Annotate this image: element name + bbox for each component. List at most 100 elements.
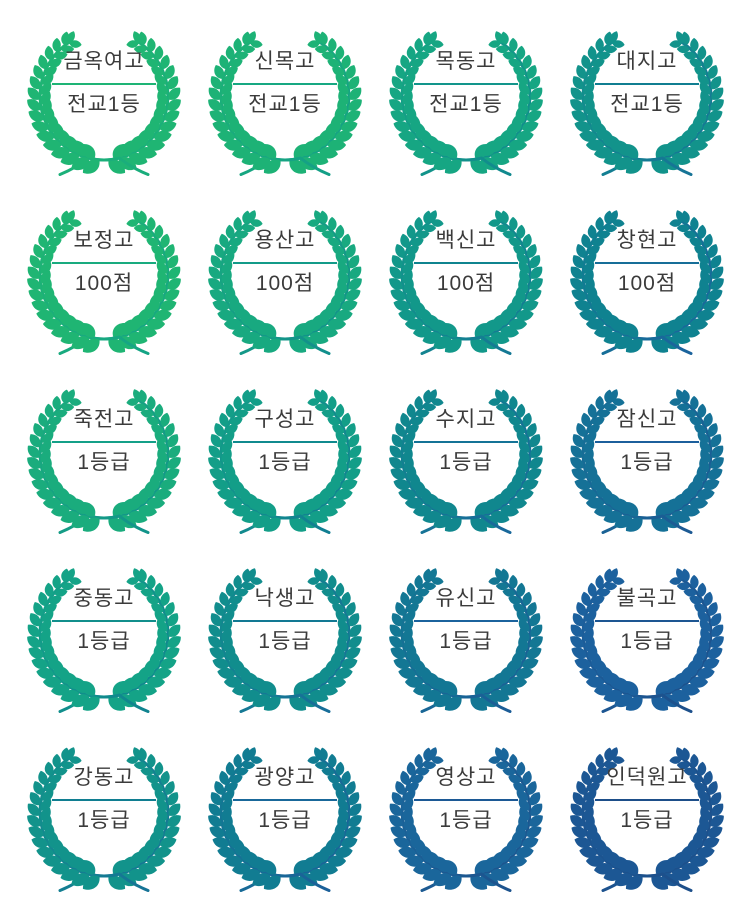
school-name: 인덕원고: [606, 766, 688, 789]
divider-line: [233, 441, 337, 443]
school-name: 신목고: [254, 50, 316, 73]
award-label: 1등급: [77, 809, 131, 832]
award-label: 1등급: [439, 809, 493, 832]
award-label: 1등급: [620, 809, 674, 832]
laurel-wreath-icon: [27, 210, 181, 355]
award-label: 1등급: [258, 630, 312, 653]
divider-line: [595, 441, 699, 443]
divider-line: [233, 262, 337, 264]
divider-line: [233, 620, 337, 622]
school-name: 낙생고: [254, 587, 316, 610]
badge-text: 대지고 전교1등: [561, 49, 733, 118]
award-label: 전교1등: [248, 93, 322, 116]
badge-text: 용산고 100점: [199, 228, 371, 297]
badge-text: 구성고 1등급: [199, 407, 371, 476]
award-badge: 대지고 전교1등: [561, 12, 733, 182]
school-name: 창현고: [616, 229, 678, 252]
divider-line: [414, 262, 518, 264]
school-name: 강동고: [73, 766, 135, 789]
award-label: 1등급: [77, 451, 131, 474]
laurel-wreath-icon: [389, 389, 543, 534]
award-badge: 강동고 1등급: [18, 728, 190, 898]
award-label: 100점: [436, 272, 496, 295]
divider-line: [414, 83, 518, 85]
divider-line: [595, 620, 699, 622]
badge-text: 영상고 1등급: [380, 765, 552, 834]
badge-text: 유신고 1등급: [380, 586, 552, 655]
badge-text: 보정고 100점: [18, 228, 190, 297]
award-badge: 유신고 1등급: [380, 549, 552, 719]
badge-text: 목동고 전교1등: [380, 49, 552, 118]
award-label: 1등급: [439, 451, 493, 474]
divider-line: [595, 83, 699, 85]
award-badge: 백신고 100점: [380, 191, 552, 361]
award-label: 100점: [617, 272, 677, 295]
divider-line: [414, 441, 518, 443]
school-name: 금옥여고: [63, 50, 145, 73]
divider-line: [414, 620, 518, 622]
laurel-wreath-icon: [27, 389, 181, 534]
badge-text: 중동고 1등급: [18, 586, 190, 655]
laurel-wreath-icon: [27, 568, 181, 713]
award-badge: 불곡고 1등급: [561, 549, 733, 719]
divider-line: [52, 620, 156, 622]
award-badge: 금옥여고 전교1등: [18, 12, 190, 182]
laurel-wreath-icon: [208, 568, 362, 713]
badge-text: 죽전고 1등급: [18, 407, 190, 476]
school-name: 구성고: [254, 408, 316, 431]
divider-line: [233, 83, 337, 85]
award-label: 1등급: [77, 630, 131, 653]
laurel-wreath-icon: [570, 747, 724, 892]
laurel-wreath-icon: [27, 747, 181, 892]
school-name: 수지고: [435, 408, 497, 431]
award-badge: 낙생고 1등급: [199, 549, 371, 719]
school-name: 보정고: [73, 229, 135, 252]
school-name: 광양고: [254, 766, 316, 789]
laurel-wreath-icon: [389, 31, 543, 176]
award-label: 1등급: [620, 451, 674, 474]
award-badge: 용산고 100점: [199, 191, 371, 361]
award-label: 100점: [255, 272, 315, 295]
school-name: 목동고: [435, 50, 497, 73]
divider-line: [595, 799, 699, 801]
laurel-wreath-icon: [27, 31, 181, 176]
award-label: 전교1등: [429, 93, 503, 116]
badge-text: 수지고 1등급: [380, 407, 552, 476]
laurel-wreath-icon: [208, 747, 362, 892]
award-badge: 중동고 1등급: [18, 549, 190, 719]
badge-text: 잠신고 1등급: [561, 407, 733, 476]
school-name: 죽전고: [73, 408, 135, 431]
award-label: 1등급: [258, 451, 312, 474]
award-badge: 목동고 전교1등: [380, 12, 552, 182]
divider-line: [52, 441, 156, 443]
award-label: 전교1등: [67, 93, 141, 116]
laurel-wreath-icon: [389, 747, 543, 892]
award-label: 1등급: [620, 630, 674, 653]
badge-text: 백신고 100점: [380, 228, 552, 297]
school-name: 영상고: [435, 766, 497, 789]
badge-text: 강동고 1등급: [18, 765, 190, 834]
school-name: 불곡고: [616, 587, 678, 610]
award-label: 100점: [74, 272, 134, 295]
school-name: 중동고: [73, 587, 135, 610]
badge-text: 불곡고 1등급: [561, 586, 733, 655]
award-badge: 창현고 100점: [561, 191, 733, 361]
laurel-wreath-icon: [570, 31, 724, 176]
divider-line: [233, 799, 337, 801]
laurel-wreath-icon: [208, 210, 362, 355]
award-label: 전교1등: [610, 93, 684, 116]
award-label: 1등급: [439, 630, 493, 653]
badge-text: 창현고 100점: [561, 228, 733, 297]
badge-text: 광양고 1등급: [199, 765, 371, 834]
divider-line: [52, 799, 156, 801]
divider-line: [52, 262, 156, 264]
award-badge: 수지고 1등급: [380, 370, 552, 540]
divider-line: [52, 83, 156, 85]
award-badge: 인덕원고 1등급: [561, 728, 733, 898]
award-badge: 광양고 1등급: [199, 728, 371, 898]
divider-line: [595, 262, 699, 264]
award-badge: 영상고 1등급: [380, 728, 552, 898]
school-name: 대지고: [616, 50, 678, 73]
school-name: 용산고: [254, 229, 316, 252]
